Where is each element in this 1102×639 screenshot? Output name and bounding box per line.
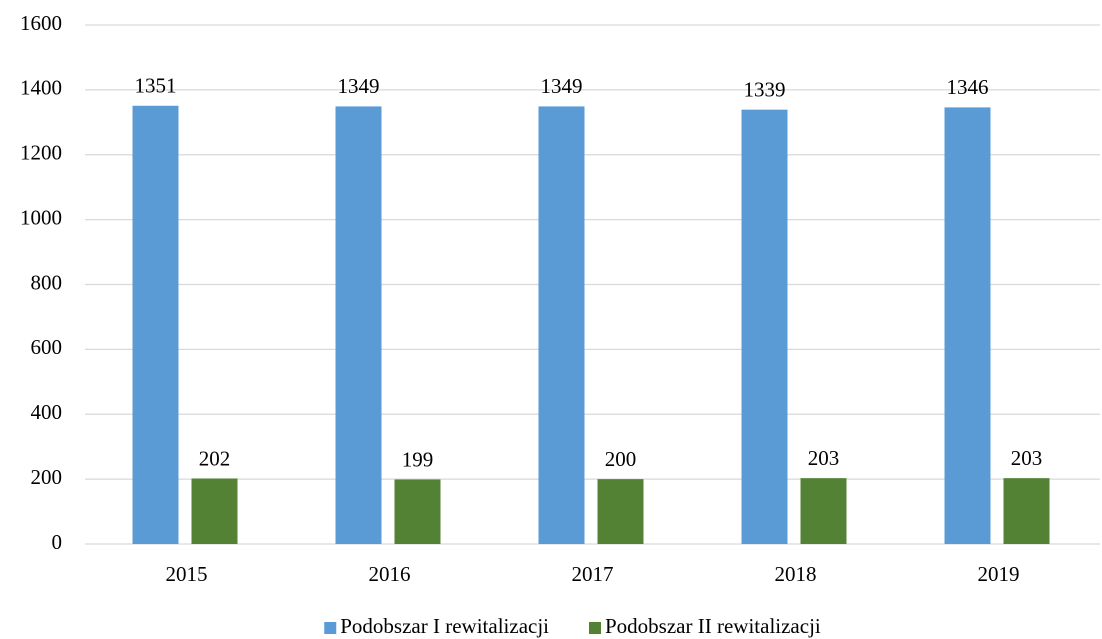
data-label: 1346 — [947, 75, 989, 99]
legend-swatch — [589, 622, 601, 634]
bar — [538, 106, 585, 544]
x-tick-label: 2015 — [166, 562, 208, 586]
data-label: 1351 — [135, 74, 177, 98]
y-tick-label: 600 — [31, 335, 63, 359]
y-tick-label: 0 — [52, 530, 63, 554]
data-label: 199 — [402, 447, 434, 471]
x-tick-label: 2017 — [572, 562, 614, 586]
y-tick-label: 1600 — [20, 11, 62, 35]
data-label: 203 — [1011, 446, 1043, 470]
data-label: 200 — [605, 447, 637, 471]
y-tick-label: 800 — [31, 270, 63, 294]
data-label: 1349 — [338, 74, 380, 98]
data-label: 202 — [199, 446, 231, 470]
y-tick-label: 400 — [31, 400, 63, 424]
bar — [132, 105, 179, 544]
legend-swatch — [324, 622, 337, 634]
data-label: 203 — [808, 446, 840, 470]
bar — [191, 478, 238, 544]
data-label: 1349 — [541, 74, 583, 98]
y-tick-label: 1200 — [20, 141, 62, 165]
bar — [944, 107, 991, 545]
bar — [394, 479, 441, 544]
legend-label: Podobszar I rewitalizacji — [340, 614, 549, 638]
bar — [597, 479, 644, 544]
legend-label: Podobszar II rewitalizacji — [605, 614, 821, 638]
bar — [800, 478, 847, 544]
bar — [1003, 478, 1050, 544]
y-tick-label: 200 — [31, 465, 63, 489]
x-tick-label: 2016 — [369, 562, 411, 586]
data-label: 1339 — [744, 77, 786, 101]
x-tick-label: 2019 — [978, 562, 1020, 586]
y-tick-label: 1400 — [20, 76, 62, 100]
bar — [741, 109, 788, 545]
bar — [335, 106, 382, 544]
x-tick-label: 2018 — [775, 562, 817, 586]
y-tick-label: 1000 — [20, 205, 62, 229]
